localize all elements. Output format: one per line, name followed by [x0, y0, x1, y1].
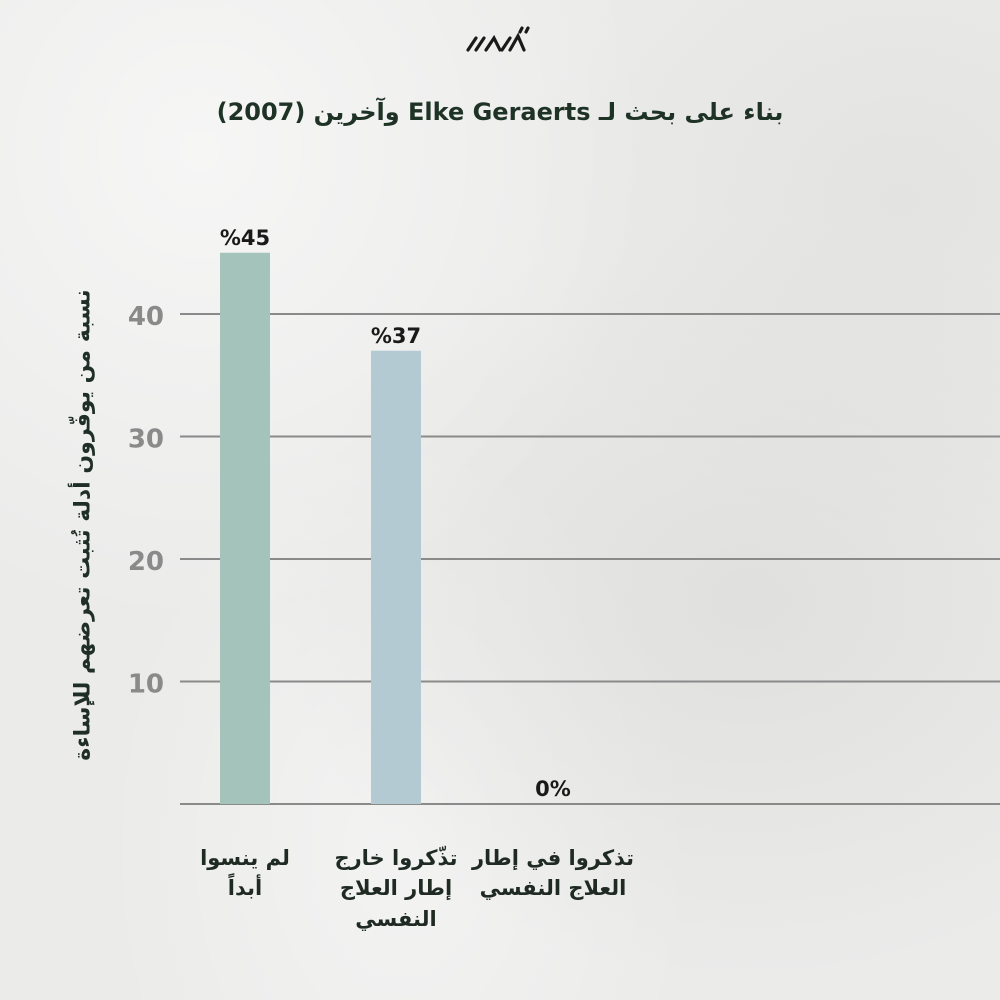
brand-logo	[460, 18, 540, 60]
x-tick-label: تذّكروا خارج إطار العلاج النفسي	[334, 846, 458, 931]
x-tick-label: لم ينسوا أبداً	[200, 846, 290, 901]
bar-value-label: 0%	[535, 777, 571, 801]
chart-title: بناء على بحث لـ Elke Geraerts وآخرين (20…	[216, 98, 784, 126]
bar-value-label: %37	[371, 324, 421, 348]
y-tick-label: 20	[128, 547, 164, 577]
bar-value-label: %45	[220, 226, 270, 250]
x-tick-label: تذكروا في إطار العلاج النفسي	[471, 846, 635, 901]
y-tick-label: 30	[128, 425, 164, 455]
bar	[220, 252, 270, 804]
y-tick-label: 10	[128, 670, 164, 700]
y-tick-label: 40	[128, 302, 164, 332]
bar	[371, 350, 421, 804]
